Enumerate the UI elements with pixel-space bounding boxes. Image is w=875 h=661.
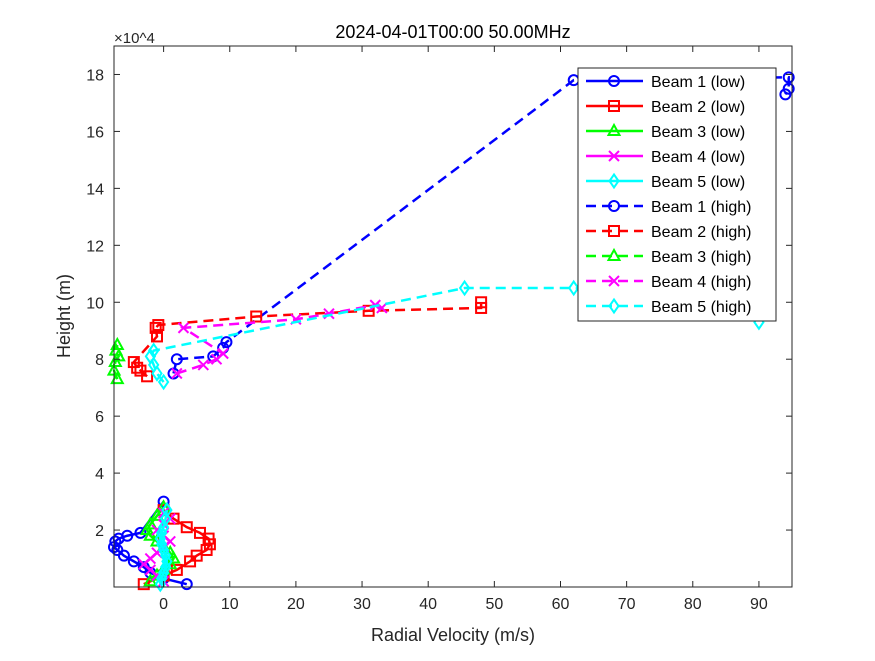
x-tick-label: 40: [419, 596, 437, 613]
legend-label: Beam 3 (high): [651, 249, 752, 266]
series-line: [172, 76, 790, 374]
data-point-x: [177, 322, 190, 334]
data-point-square: [362, 304, 375, 317]
data-point-square: [152, 319, 165, 332]
series-group: [171, 299, 388, 380]
y-tick-label: 4: [95, 466, 104, 483]
series-line: [143, 509, 212, 586]
data-point-x: [171, 367, 183, 380]
data-point-x: [197, 359, 210, 371]
x-axis-label: Radial Velocity (m/s): [371, 625, 535, 645]
data-point-x: [217, 347, 229, 360]
series-line: [159, 509, 169, 585]
data-point-square: [608, 225, 620, 237]
y-axis-exponent: ×10^4: [114, 30, 155, 47]
y-tick-label: 2: [95, 523, 104, 540]
y-tick-label: 18: [86, 67, 104, 84]
data-point-diamond: [157, 373, 170, 391]
legend-label: Beam 2 (high): [651, 224, 752, 241]
data-point-circle: [180, 578, 193, 591]
data-point-square: [137, 578, 150, 591]
data-point-x: [608, 275, 620, 287]
ticks-layer: 0 10 20 30 40 50 60 70 80 90 2 4 6 8 10 12 14 16 18: [86, 46, 792, 613]
data-point-triangle: [606, 122, 622, 136]
data-point-square: [150, 330, 163, 343]
x-tick-label: 70: [618, 596, 636, 613]
legend-label: Beam 2 (low): [651, 99, 745, 116]
data-point-circle: [121, 529, 134, 542]
data-point-circle: [170, 353, 183, 366]
data-point-square: [180, 521, 193, 534]
y-tick-label: 10: [86, 295, 104, 312]
x-tick-label: 20: [287, 596, 305, 613]
legend-label: Beam 4 (low): [651, 149, 745, 166]
data-point-circle: [779, 88, 792, 101]
data-point-diamond: [608, 297, 620, 315]
data-point-diamond: [458, 279, 471, 297]
data-point-square: [134, 364, 147, 377]
data-point-diamond: [161, 501, 173, 519]
data-point-square: [127, 356, 140, 369]
series-group: [167, 71, 795, 380]
data-point-square: [193, 526, 206, 539]
data-point-triangle: [143, 516, 158, 530]
data-point-triangle: [149, 507, 165, 521]
plot-frame: [113, 45, 793, 588]
data-point-square: [250, 310, 263, 323]
y-tick-label: 16: [86, 124, 104, 141]
data-point-circle: [608, 200, 620, 212]
y-tick-label: 12: [86, 238, 104, 255]
legend: Beam 1 (low) Beam 2 (low) Beam 3 (low) Beam…: [577, 67, 777, 322]
series-layer: [106, 71, 795, 593]
data-point-square: [475, 296, 488, 309]
y-axis-label: Height (m): [54, 274, 74, 358]
data-point-circle: [157, 495, 170, 508]
data-point-circle: [782, 71, 795, 84]
data-point-circle: [134, 526, 147, 539]
data-point-triangle: [110, 371, 125, 385]
data-point-triangle: [606, 247, 622, 261]
data-point-circle: [220, 336, 233, 349]
data-point-circle: [127, 555, 140, 568]
x-tick-label: 0: [159, 596, 168, 613]
data-point-triangle: [110, 336, 125, 350]
data-point-diamond: [608, 172, 620, 190]
data-point-circle: [608, 75, 620, 87]
legend-label: Beam 4 (high): [651, 274, 752, 291]
x-tick-label: 30: [353, 596, 371, 613]
data-point-diamond: [147, 342, 160, 359]
y-tick-label: 8: [95, 352, 104, 369]
y-tick-label: 6: [95, 409, 104, 426]
data-point-square: [608, 100, 620, 112]
x-tick-label: 60: [552, 596, 570, 613]
x-tick-label: 10: [221, 596, 239, 613]
chart-title: 2024-04-01T00:00 50.00MHz: [335, 22, 570, 42]
legend-label: Beam 5 (low): [651, 174, 745, 191]
data-point-diamond: [159, 510, 172, 527]
legend-label: Beam 3 (low): [651, 124, 745, 141]
data-point-circle: [111, 543, 124, 556]
x-tick-label: 90: [750, 596, 768, 613]
data-point-square: [149, 321, 162, 334]
y-tick-label: 14: [86, 181, 104, 198]
x-tick-label: 80: [684, 596, 702, 613]
x-tick-label: 50: [485, 596, 503, 613]
data-point-circle: [109, 535, 122, 548]
data-point-diamond: [144, 348, 157, 365]
data-point-diamond: [568, 279, 580, 297]
legend-label: Beam 1 (high): [651, 199, 752, 216]
data-point-square: [170, 563, 183, 576]
legend-label: Beam 5 (high): [651, 299, 752, 316]
series-group: [127, 296, 488, 383]
legend-label: Beam 1 (low): [651, 74, 745, 91]
data-point-x: [608, 150, 620, 162]
